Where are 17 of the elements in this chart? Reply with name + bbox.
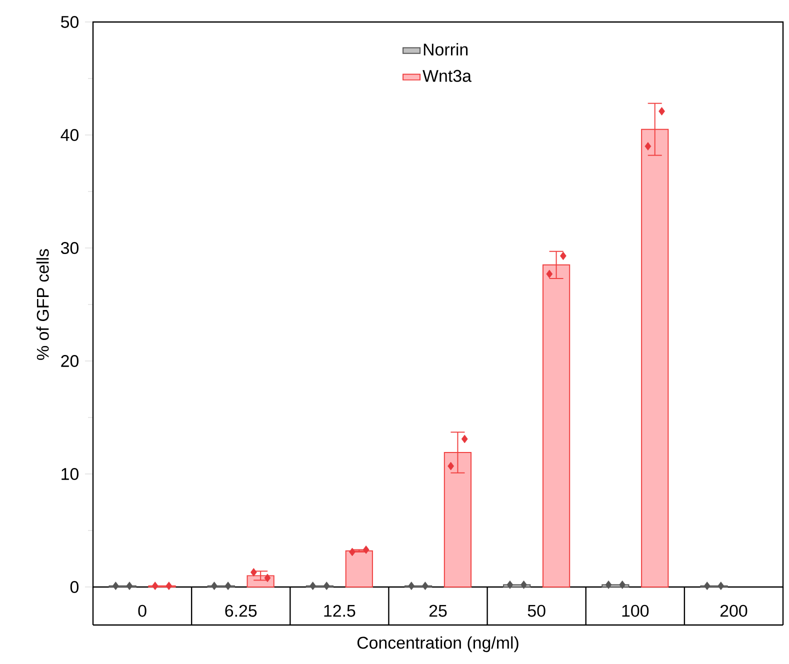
x-tick-label: 25 xyxy=(429,604,447,617)
x-tick-label: 12.5 xyxy=(324,604,356,617)
y-tick-label: 0 xyxy=(70,580,79,593)
x-tick-label: 6.25 xyxy=(225,604,257,617)
y-tick-label: 50 xyxy=(60,16,79,28)
y-tick-label: 10 xyxy=(62,468,79,480)
x-tick-label: 50 xyxy=(528,604,546,617)
y-tick-label: 30 xyxy=(60,242,79,254)
y-tick-label: 20 xyxy=(61,354,79,367)
y-axis-title: % of GFP cells xyxy=(36,249,49,360)
x-tick-label: 200 xyxy=(720,604,748,617)
legend-label: Norrin xyxy=(424,43,468,56)
x-tick-label: 0 xyxy=(138,604,146,617)
y-tick-label: 40 xyxy=(60,128,79,141)
x-tick-label: 100 xyxy=(622,604,649,617)
legend-label: Wnt3a xyxy=(422,70,472,82)
x-axis-title: Concentration (ng/ml) xyxy=(357,636,518,652)
